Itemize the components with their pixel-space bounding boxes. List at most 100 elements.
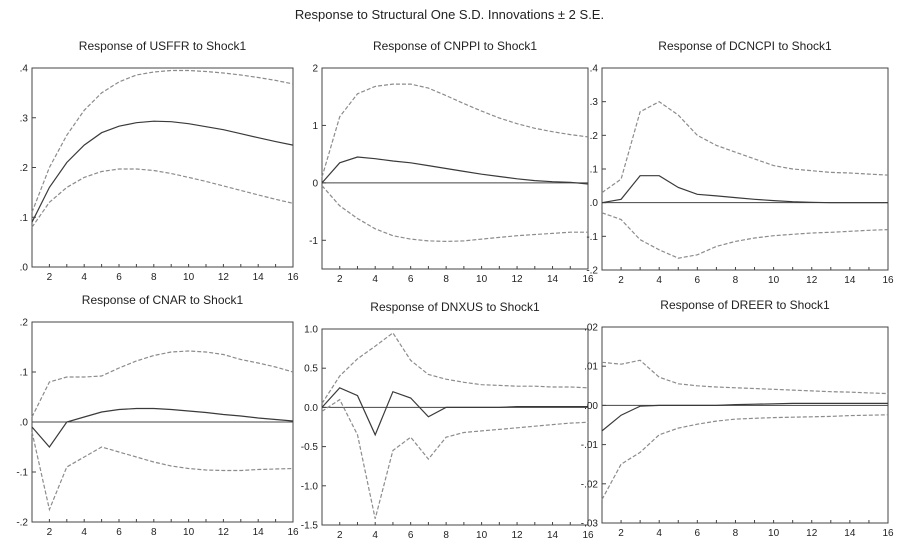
panel-title: Response of DNXUS to Shock1 [370,300,540,314]
x-tick-label: 10 [183,272,195,283]
x-tick-label: 16 [882,528,894,539]
y-tick-label: -.2 [16,518,28,529]
band-upper-line [31,350,294,418]
plot-frame [31,67,294,268]
x-tick-label: 2 [618,275,624,286]
response-line [321,387,588,437]
x-tick-label: 16 [287,272,299,283]
plot-frame [321,67,589,270]
band-upper-line [601,359,889,395]
x-tick-label: 4 [656,275,662,286]
y-tick-label: 0 [312,178,318,189]
x-tick-label: 14 [253,527,265,538]
x-tick-label: 4 [81,272,87,283]
x-tick-label: 12 [806,275,818,286]
x-tick-label: 6 [695,528,701,539]
x-tick-label: 6 [408,274,414,285]
panel-title: Response of DCNCPI to Shock1 [658,39,832,53]
plot-frame [601,67,889,271]
y-tick-label: .1 [590,165,599,176]
y-tick-label: -.1 [16,468,28,479]
x-tick-label: 10 [476,530,488,541]
x-tick-label: 2 [47,527,53,538]
x-tick-label: 6 [695,275,701,286]
y-tick-label: .2 [590,131,599,142]
panel-title: Response of USFFR to Shock1 [79,39,247,53]
x-tick-label: 12 [806,528,818,539]
band-upper-line [601,100,889,194]
y-tick-label: 0.5 [304,364,318,375]
panel-title: Response of DREER to Shock1 [660,298,830,312]
x-tick-label: 14 [547,274,559,285]
x-tick-label: 6 [116,527,122,538]
x-tick-label: 14 [844,528,856,539]
y-tick-label: -.2 [586,266,598,277]
x-tick-label: 12 [218,527,230,538]
x-tick-label: 4 [656,528,662,539]
x-tick-label: 10 [768,528,780,539]
panel-3: Response of DCNCPI to Shock1 -.2 -.1 .0 .1 .2… [586,39,894,286]
x-tick-label: 4 [372,530,378,541]
y-tick-label: .1 [20,368,29,379]
x-tick-label: 2 [337,274,343,285]
band-lower-line [31,168,294,228]
band-lower-line [601,414,889,500]
response-line [601,402,888,432]
x-tick-label: 6 [116,272,122,283]
band-lower-line [601,212,889,259]
response-line [321,156,589,185]
x-tick-label: 16 [582,274,594,285]
y-tick-label: .3 [20,113,29,124]
band-lower-line [321,398,589,519]
y-tick-label: -.02 [581,479,599,490]
x-tick-label: 16 [882,275,894,286]
x-tick-label: 8 [151,527,157,538]
panel-6: Response of DREER to Shock1 -.03 -.02 -.01.… [581,298,894,539]
y-tick-label: -1.5 [301,521,319,532]
y-tick-label: 0.0 [304,403,318,414]
panel-title: Response of CNAR to Shock1 [82,293,244,307]
y-tick-label: 1.0 [304,325,318,336]
band-upper-line [321,83,589,178]
panel-4: Response of CNAR to Shock1 -.2 -.1 .0 .1 .2 2 4… [16,293,299,538]
y-tick-label: -1 [309,236,318,247]
x-tick-label: 16 [582,530,594,541]
y-tick-label: .2 [20,318,29,329]
y-tick-label: .2 [20,163,29,174]
x-tick-label: 2 [618,528,624,539]
panel-5: Response of DNXUS to Shock1 -1.5 -1.0 -0.5 0… [301,300,594,541]
y-tick-label: .02 [584,323,598,334]
y-tick-label: .3 [590,97,599,108]
y-tick-label: .4 [590,64,599,75]
band-upper-line [321,332,589,404]
y-tick-label: .0 [590,198,599,209]
y-tick-label: .0 [20,263,29,274]
x-tick-label: 8 [443,274,449,285]
response-line [31,120,294,223]
x-tick-label: 8 [733,528,739,539]
x-tick-label: 8 [733,275,739,286]
y-tick-label: .4 [20,64,29,75]
y-tick-label: .00 [584,401,598,412]
y-tick-label: -.01 [581,440,599,451]
plot-frame [321,328,589,526]
x-tick-label: 12 [512,530,524,541]
x-tick-label: 16 [287,527,299,538]
x-tick-label: 10 [768,275,780,286]
panel-1: Response of USFFR to Shock1 .0 .1 .2 .3 .4 2 4 6… [20,39,299,283]
x-tick-label: 8 [151,272,157,283]
plot-frame [601,326,889,524]
y-tick-label: .1 [20,213,29,224]
band-lower-line [321,185,588,243]
panel-title: Response of CNPPI to Shock1 [373,39,537,53]
y-tick-label: -.1 [586,232,598,243]
y-tick-label: -1.0 [301,481,319,492]
x-tick-label: 10 [476,274,488,285]
x-tick-label: 14 [547,530,559,541]
x-tick-label: 6 [408,530,414,541]
x-tick-label: 4 [81,527,87,538]
y-tick-label: -.03 [581,519,599,530]
x-tick-label: 2 [47,272,53,283]
